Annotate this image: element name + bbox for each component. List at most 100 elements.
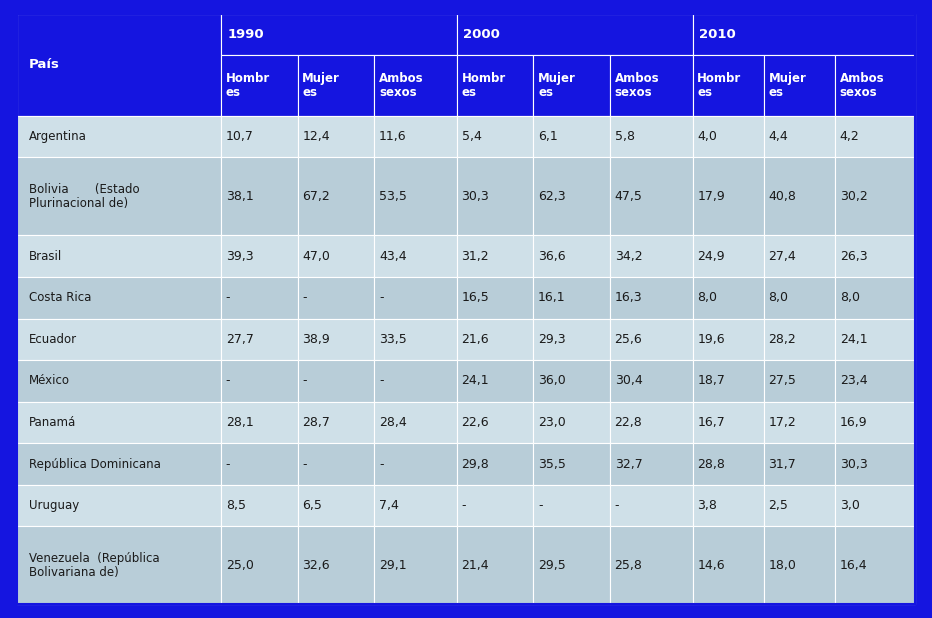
Bar	[610, 485, 692, 527]
Text: Ambos
sexos: Ambos sexos	[614, 72, 659, 99]
Bar	[221, 277, 297, 318]
Text: 8,0: 8,0	[840, 291, 860, 304]
Text: 8,0: 8,0	[769, 291, 788, 304]
Bar	[764, 55, 835, 116]
Text: 21,4: 21,4	[461, 559, 489, 572]
Bar	[457, 402, 533, 443]
Text: Mujer
es: Mujer es	[538, 72, 576, 99]
Bar	[375, 235, 457, 277]
Bar	[221, 235, 297, 277]
Text: 47,0: 47,0	[302, 250, 330, 263]
Text: Mujer
es: Mujer es	[769, 72, 806, 99]
Text: 1990: 1990	[227, 28, 265, 41]
Bar	[764, 116, 835, 158]
Bar	[835, 443, 915, 485]
Text: 67,2: 67,2	[302, 190, 330, 203]
Bar	[221, 14, 457, 55]
Text: Ecuador: Ecuador	[29, 333, 77, 346]
Bar	[764, 318, 835, 360]
Text: -: -	[302, 457, 307, 470]
Text: 16,7: 16,7	[697, 416, 725, 429]
Text: 53,5: 53,5	[379, 190, 406, 203]
Text: 38,9: 38,9	[302, 333, 330, 346]
Text: 28,8: 28,8	[697, 457, 725, 470]
Text: 24,9: 24,9	[697, 250, 725, 263]
Bar	[221, 443, 297, 485]
Text: 36,6: 36,6	[538, 250, 566, 263]
Text: 27,4: 27,4	[769, 250, 796, 263]
Bar	[692, 485, 764, 527]
Text: 40,8: 40,8	[769, 190, 797, 203]
Text: Ambos
sexos: Ambos sexos	[379, 72, 423, 99]
Text: 28,1: 28,1	[226, 416, 254, 429]
Bar	[297, 485, 375, 527]
Bar	[17, 527, 221, 604]
Bar	[457, 116, 533, 158]
Bar	[457, 527, 533, 604]
Bar	[835, 55, 915, 116]
Bar	[375, 443, 457, 485]
Bar	[610, 158, 692, 235]
Bar	[297, 277, 375, 318]
Text: -: -	[379, 457, 383, 470]
Text: Panamá: Panamá	[29, 416, 76, 429]
Text: 43,4: 43,4	[379, 250, 406, 263]
Bar	[297, 116, 375, 158]
Text: 18,7: 18,7	[697, 375, 725, 387]
Bar	[610, 277, 692, 318]
Text: 17,9: 17,9	[697, 190, 725, 203]
Bar	[533, 235, 610, 277]
Text: 25,8: 25,8	[614, 559, 642, 572]
Bar	[17, 277, 221, 318]
Bar	[297, 158, 375, 235]
Bar	[457, 443, 533, 485]
Bar	[610, 527, 692, 604]
Bar	[533, 360, 610, 402]
Text: 29,5: 29,5	[538, 559, 566, 572]
Bar	[375, 55, 457, 116]
Bar	[533, 277, 610, 318]
Bar	[375, 485, 457, 527]
Text: 30,2: 30,2	[840, 190, 868, 203]
Bar	[835, 318, 915, 360]
Text: Hombr
es: Hombr es	[226, 72, 270, 99]
Bar	[533, 485, 610, 527]
Bar	[375, 318, 457, 360]
Bar	[692, 360, 764, 402]
Text: 14,6: 14,6	[697, 559, 725, 572]
Text: Uruguay: Uruguay	[29, 499, 79, 512]
Bar	[835, 235, 915, 277]
Bar	[533, 158, 610, 235]
Bar	[692, 443, 764, 485]
Text: 16,1: 16,1	[538, 291, 566, 304]
Text: 5,4: 5,4	[461, 130, 482, 143]
Text: Hombr
es: Hombr es	[461, 72, 506, 99]
Text: 36,0: 36,0	[538, 375, 566, 387]
Bar	[764, 360, 835, 402]
Bar	[297, 402, 375, 443]
Text: -: -	[302, 375, 307, 387]
Text: 3,8: 3,8	[697, 499, 717, 512]
Text: 31,2: 31,2	[461, 250, 489, 263]
Bar	[17, 235, 221, 277]
Bar	[297, 527, 375, 604]
Text: 18,0: 18,0	[769, 559, 797, 572]
Text: País: País	[29, 58, 60, 71]
Bar	[692, 55, 764, 116]
Bar	[692, 235, 764, 277]
Text: Brasil: Brasil	[29, 250, 62, 263]
Bar	[457, 55, 533, 116]
Text: 2000: 2000	[463, 28, 500, 41]
Text: -: -	[614, 499, 619, 512]
Bar	[221, 360, 297, 402]
Bar	[17, 443, 221, 485]
Text: -: -	[226, 291, 230, 304]
Bar	[692, 14, 915, 55]
Text: 62,3: 62,3	[538, 190, 566, 203]
Bar	[764, 235, 835, 277]
Bar	[297, 360, 375, 402]
Text: Ambos
sexos: Ambos sexos	[840, 72, 884, 99]
Text: 16,4: 16,4	[840, 559, 868, 572]
Bar	[610, 360, 692, 402]
Bar	[221, 158, 297, 235]
